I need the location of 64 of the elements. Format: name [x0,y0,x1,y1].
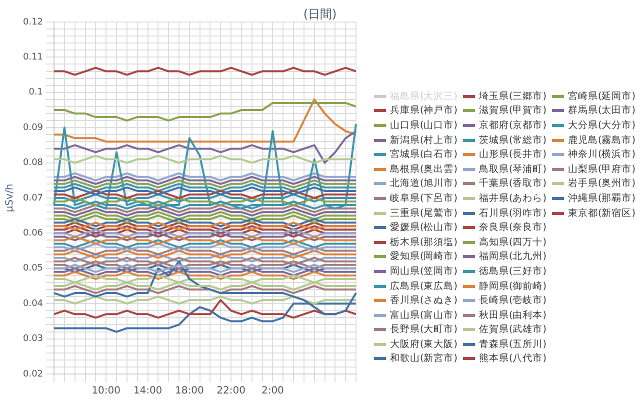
legend-label: 岩手県(奥州市) [568,177,636,190]
legend-label: 大分県(大分市) [568,118,636,132]
y-tick-label: 0.11 [22,52,44,63]
legend-label: 山口県(山口市) [390,118,458,132]
y-tick-label: 0.04 [22,298,44,309]
legend-label: 愛媛県(松山市) [390,221,458,234]
legend-label: 長崎県(壱岐市) [479,294,546,308]
y-tick-label: 0.12 [22,17,44,28]
legend-label: 福井県(あわら) [479,192,546,205]
legend-label: 秋田県(由利本) [479,308,546,322]
legend-label: 香川県(さぬき) [390,294,458,308]
legend-label: 鳥取県(琴浦町) [479,162,546,176]
y-tick-label: 0.03 [22,334,44,344]
legend-label: 愛知県(岡崎市) [390,250,458,264]
legend-label: 鹿児島(霧島市) [568,134,636,147]
legend-label: 熊本県(八代市) [479,352,546,366]
legend-label: 青森県(五所川) [479,338,546,351]
legend-label: 神奈川(横浜市) [568,148,636,162]
y-tick-label: 0.06 [22,228,44,239]
legend-label: 島根県(奥出雲) [390,162,458,176]
legend-label: 埼玉県(三郷市) [479,90,546,103]
legend-label: 和歌山(新宮市) [390,352,458,366]
x-tick-label: 10:00 [92,386,121,397]
legend-label: 東京都(新宿区) [568,206,636,220]
legend-label: 宮崎県(延岡市) [568,90,636,103]
chart-title: (日間) [303,7,337,21]
legend-label: 山形県(長井市) [479,148,546,162]
legend-label: 大阪府(東大阪) [390,338,458,351]
legend-label: 群馬県(太田市) [568,104,636,118]
legend-label: 高知県(四万十) [479,236,546,249]
x-tick-label: 18:00 [174,386,204,397]
legend-label: 富山県(富山市) [390,308,458,322]
y-tick-label: 0.02 [22,369,44,380]
y-tick-label: 0.1 [28,88,44,98]
legend-label: 北海道(旭川市) [390,177,458,190]
legend-label: 京都府(京都市) [479,118,546,132]
legend-label: 新潟県(村上市) [390,134,458,147]
y-tick-label: 0.08 [22,158,44,168]
legend-label: 滋賀県(甲賀市) [479,104,546,118]
x-tick-label: 14:00 [133,386,162,397]
x-tick-label: 22:00 [216,386,246,397]
legend-label: 岡山県(笠岡市) [390,264,458,278]
legend-label: 岐阜県(下呂市) [390,192,458,205]
y-tick-label: 0.05 [22,264,44,274]
legend-label: 宮城県(白石市) [390,148,458,162]
legend-label: 静岡県(御前崎) [479,280,546,293]
legend-label: 石川県(羽咋市) [479,206,546,220]
legend-label: 三重県(尾鷲市) [390,206,458,220]
legend-label: 茨城県(常総市) [479,134,546,147]
legend-label: 栃木県(那須塩) [390,236,458,249]
legend-label: 千葉県(香取市) [479,177,546,190]
legend-label: 山梨県(甲府市) [568,162,636,176]
legend-label: 長野県(大町市) [390,323,458,336]
x-tick-label: 2:00 [261,386,284,397]
legend-label: 広島県(東広島) [390,280,458,293]
legend-label: 佐賀県(武雄市) [479,323,546,336]
legend-label: 兵庫県(神戸市) [390,104,458,118]
y-axis-title: μSv/h [4,184,16,212]
legend-label: 福岡県(北九州) [479,250,546,264]
y-tick-label: 0.07 [22,193,44,204]
legend-label: 徳島県(三好市) [479,264,546,278]
legend-label: 沖縄県(那覇市) [568,192,636,205]
legend-label: 奈良県(奈良市) [479,221,546,234]
y-tick-label: 0.09 [22,122,44,133]
